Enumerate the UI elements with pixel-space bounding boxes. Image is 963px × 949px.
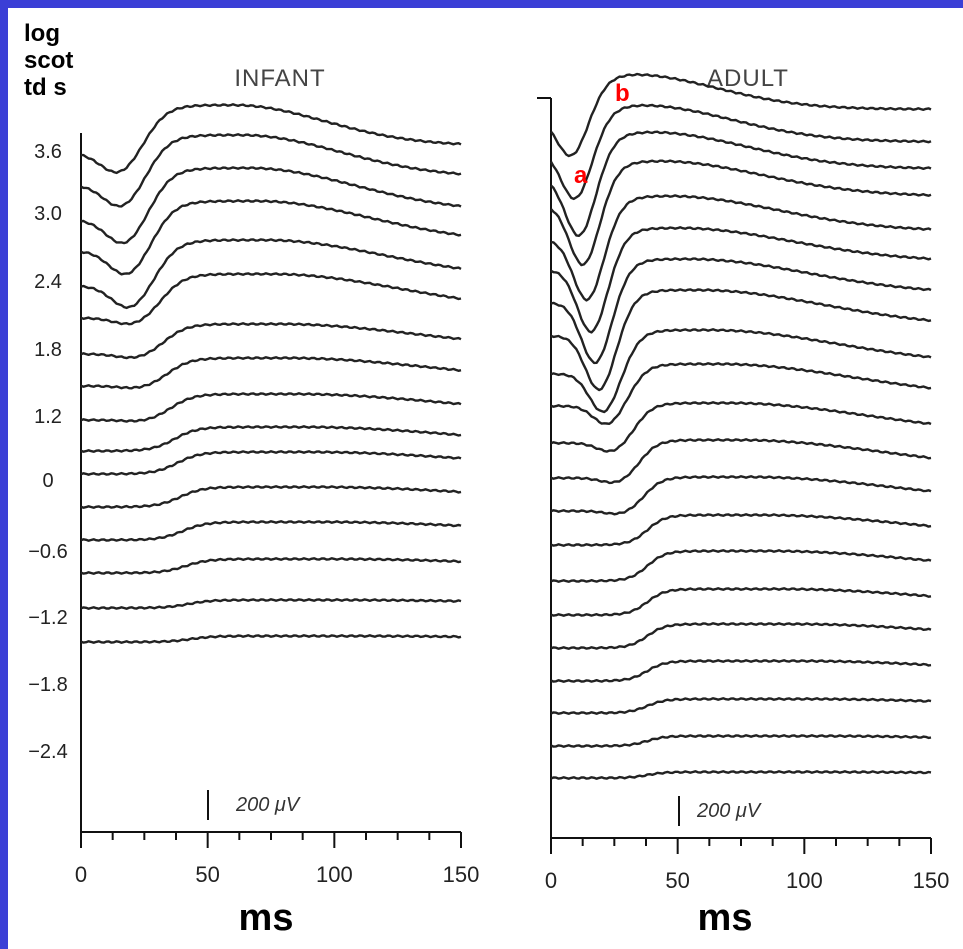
infant-traces (80, 103, 462, 644)
erg-trace (550, 226, 932, 334)
infant-y-tick-label: 1.2 (34, 406, 62, 428)
erg-trace (549, 103, 932, 201)
erg-trace (550, 549, 932, 583)
erg-trace (80, 238, 462, 310)
erg-trace (80, 392, 462, 423)
infant-y-tick-label: −2.4 (28, 741, 67, 763)
erg-trace (550, 734, 932, 748)
adult-scale-label: 200 μV (696, 800, 762, 822)
erg-trace (550, 257, 932, 365)
erg-trace (80, 557, 462, 575)
erg-trace (80, 199, 462, 276)
adult-x-ticks: 0 50 100 150 (545, 838, 949, 893)
x-tick-label: 0 (75, 862, 87, 887)
infant-y-tick-label: 3.6 (34, 141, 62, 163)
infant-panel: INFANT 3.63.02.41.81.20−0.6−1.2−1.8−2.4 … (28, 65, 479, 939)
erg-trace (550, 770, 932, 780)
erg-trace (550, 72, 932, 158)
infant-y-tick-label: −0.6 (28, 541, 67, 563)
infant-panel-title: INFANT (234, 65, 325, 92)
y-axis-title-line1: log (24, 20, 60, 47)
x-tick-label: 50 (195, 862, 219, 887)
erg-chart: INFANT 3.63.02.41.81.20−0.6−1.2−1.8−2.4 … (28, 65, 949, 939)
erg-trace (80, 450, 462, 476)
erg-trace (80, 272, 462, 326)
erg-trace (80, 133, 462, 208)
x-tick-label: 100 (316, 862, 353, 887)
erg-trace (550, 401, 932, 453)
erg-trace (550, 130, 932, 237)
erg-trace (80, 356, 462, 390)
y-axis-title-line2: scot (24, 47, 74, 74)
erg-trace (81, 103, 462, 175)
adult-panel: ADULT 0 50 100 150 200 μV a b ms (537, 65, 949, 939)
erg-trace (550, 194, 932, 302)
x-tick-label: 100 (786, 868, 823, 893)
erg-trace (550, 362, 932, 425)
adult-traces (549, 72, 932, 780)
erg-trace (550, 438, 932, 485)
slide: log scot td s INFANT 3.6 3.0 2.4 1.8 1.2 0 −0.… (8, 8, 963, 949)
erg-trace (80, 166, 462, 245)
b-wave-label: b (615, 80, 630, 107)
x-tick-label: 150 (913, 868, 950, 893)
infant-y-tick-label: 3.0 (34, 203, 62, 225)
erg-trace (80, 485, 462, 509)
infant-y-tick-label: −1.8 (28, 674, 67, 696)
infant-x-axis-label: ms (239, 897, 294, 939)
erg-trace (550, 475, 932, 516)
infant-y-tick-label: 0 (42, 470, 53, 492)
erg-trace (550, 622, 932, 650)
x-tick-label: 0 (545, 868, 557, 893)
infant-y-tick-label: 2.4 (34, 271, 62, 293)
erg-trace (550, 288, 932, 392)
erg-trace (550, 587, 932, 617)
erg-trace (550, 159, 932, 267)
erg-trace (80, 520, 462, 542)
erg-trace (550, 659, 932, 683)
erg-trace (550, 697, 932, 715)
erg-trace (80, 425, 462, 453)
adult-x-axis-label: ms (698, 897, 753, 939)
infant-x-ticks: 0 50 100 150 (75, 832, 479, 887)
erg-trace (80, 634, 462, 644)
a-wave-label: a (574, 162, 588, 189)
y-axis-title: log scot td s (24, 20, 73, 101)
infant-y-tick-label: −1.2 (28, 607, 67, 629)
infant-scale-label: 200 μV (235, 794, 301, 816)
erg-trace (80, 322, 462, 360)
x-tick-label: 50 (665, 868, 689, 893)
infant-y-ticks: 3.6 3.0 2.4 1.8 1.2 0 −0.6 −1.2 −1.8 −2.4 (28, 141, 67, 763)
x-tick-label: 150 (443, 862, 480, 887)
erg-trace (550, 328, 932, 414)
y-axis-title-line3: td s (24, 74, 67, 101)
erg-trace (550, 513, 932, 547)
erg-trace (80, 598, 462, 610)
infant-y-tick-label: 1.8 (34, 339, 62, 361)
